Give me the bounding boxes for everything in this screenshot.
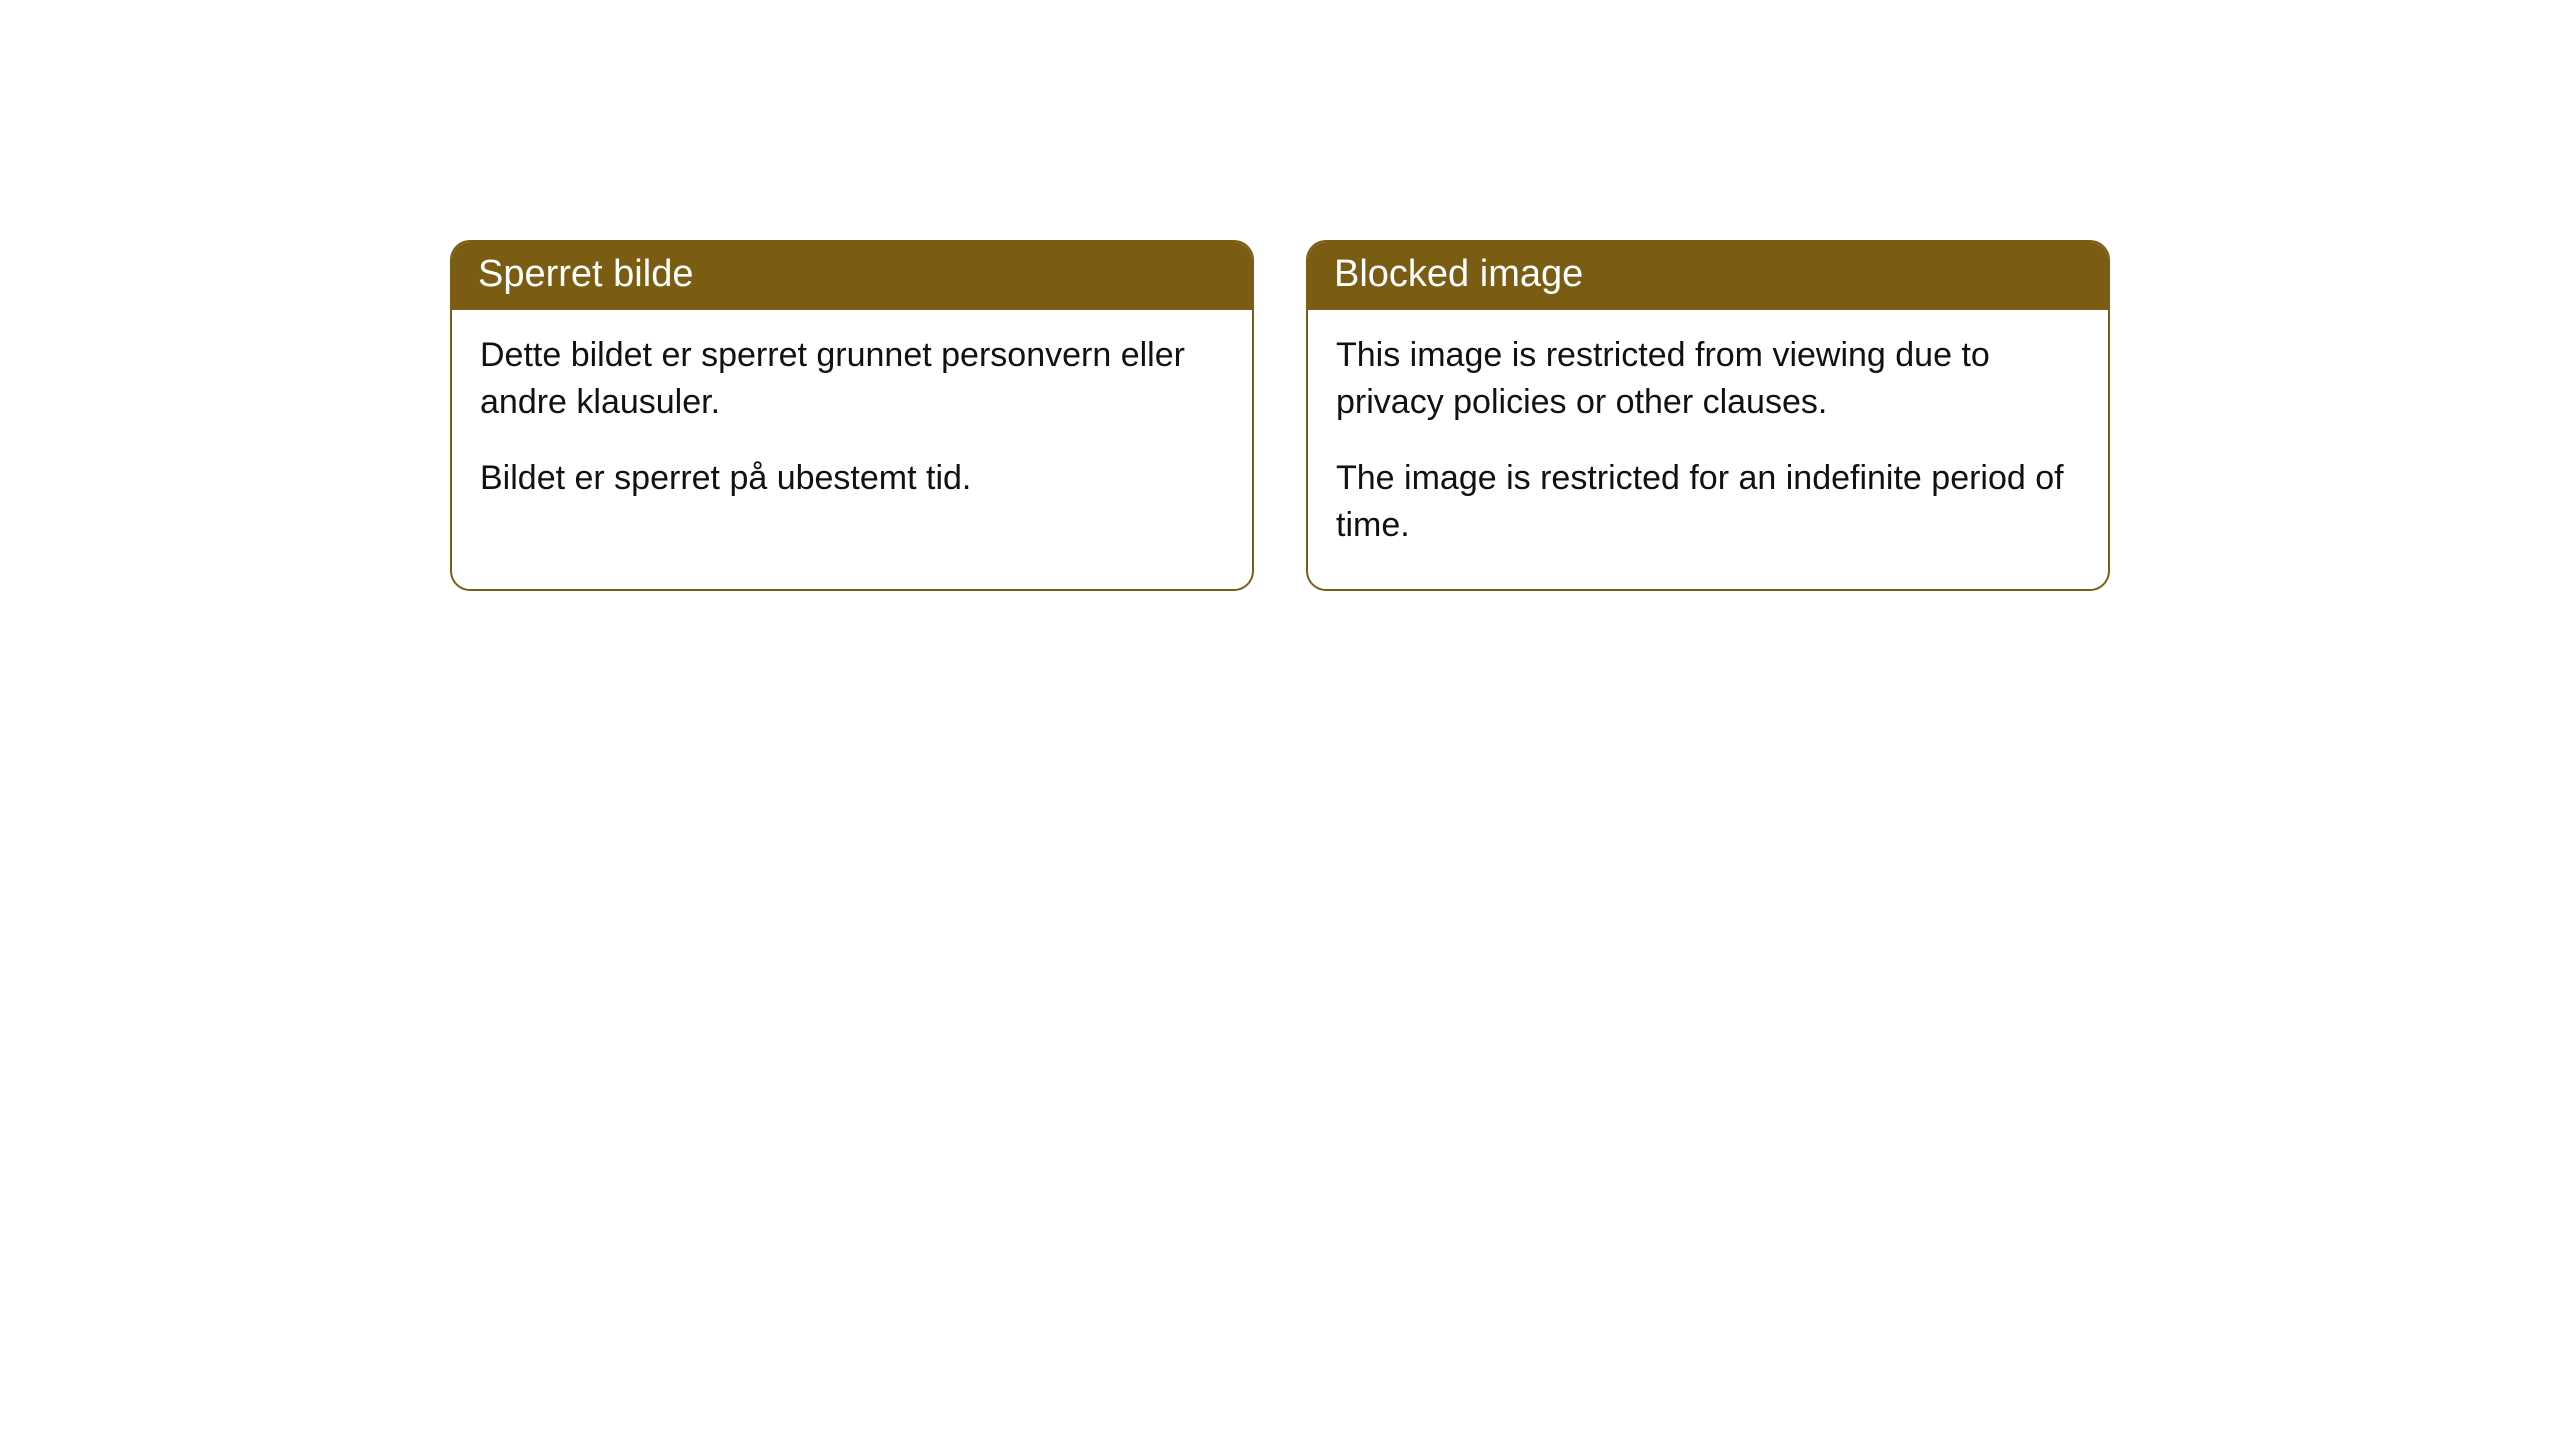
notice-cards-container: Sperret bilde Dette bildet er sperret gr…: [0, 0, 2560, 591]
card-body: This image is restricted from viewing du…: [1308, 310, 2108, 590]
card-paragraph: Bildet er sperret på ubestemt tid.: [480, 455, 1224, 502]
notice-card-english: Blocked image This image is restricted f…: [1306, 240, 2110, 591]
card-paragraph: The image is restricted for an indefinit…: [1336, 455, 2080, 549]
notice-card-norwegian: Sperret bilde Dette bildet er sperret gr…: [450, 240, 1254, 591]
card-paragraph: This image is restricted from viewing du…: [1336, 332, 2080, 426]
card-paragraph: Dette bildet er sperret grunnet personve…: [480, 332, 1224, 426]
card-body: Dette bildet er sperret grunnet personve…: [452, 310, 1252, 543]
card-header: Blocked image: [1308, 242, 2108, 310]
card-header: Sperret bilde: [452, 242, 1252, 310]
